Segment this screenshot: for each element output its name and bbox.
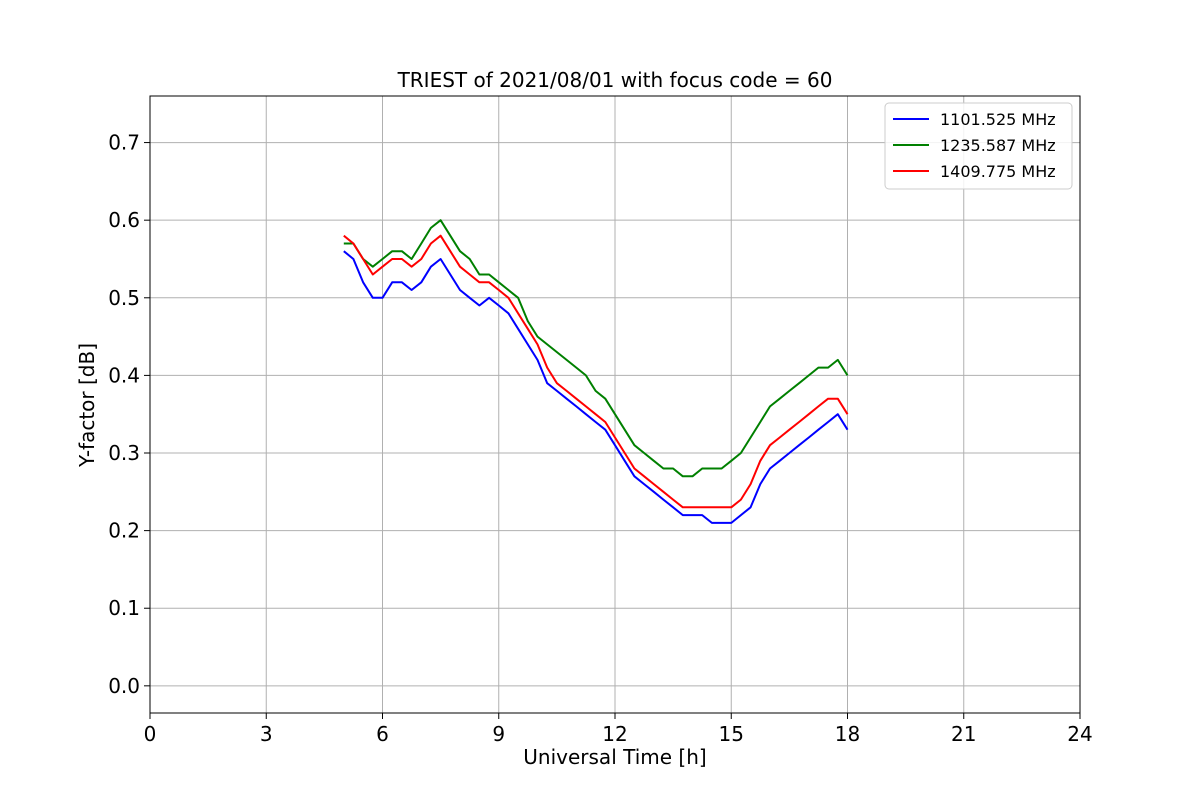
- x-tick-label: 18: [835, 722, 860, 746]
- y-tick-label: 0.4: [108, 363, 140, 387]
- legend-label-2: 1235.587 MHz: [940, 136, 1056, 155]
- x-tick-label: 9: [492, 722, 505, 746]
- y-tick-label: 0.0: [108, 674, 140, 698]
- chart-title: TRIEST of 2021/08/01 with focus code = 6…: [397, 68, 833, 92]
- x-tick-label: 21: [951, 722, 976, 746]
- y-tick-label: 0.6: [108, 208, 140, 232]
- series-line-2: [343, 219, 849, 478]
- legend-label-3: 1409.775 MHz: [940, 162, 1056, 181]
- y-axis-label: Y-factor [dB]: [75, 343, 99, 468]
- x-tick-label: 6: [376, 722, 389, 746]
- y-tick-label: 0.3: [108, 441, 140, 465]
- y-tick-label: 0.2: [108, 519, 140, 543]
- y-tick-label: 0.5: [108, 286, 140, 310]
- series-layer: [343, 219, 849, 524]
- x-tick-label: 3: [260, 722, 273, 746]
- legend-box: [884, 102, 1073, 190]
- x-axis-label: Universal Time [h]: [523, 745, 706, 769]
- series-line-1: [343, 250, 849, 524]
- x-tick-label: 15: [719, 722, 744, 746]
- y-tick-label: 0.1: [108, 596, 140, 620]
- ticks: 0 3 6 9 12 15 18 21 24 0.0 0.1 0.2 0.3 0.4 0.5 0.6 0.7: [108, 131, 1093, 746]
- x-tick-label: 12: [602, 722, 627, 746]
- series-line-3: [343, 234, 849, 509]
- x-tick-label: 0: [144, 722, 157, 746]
- legend-label-1: 1101.525 MHz: [940, 110, 1056, 129]
- legend: 1101.525 MHz 1235.587 MHz 1409.775 MHz: [884, 102, 1073, 190]
- y-tick-label: 0.7: [108, 131, 140, 155]
- x-tick-label: 24: [1067, 722, 1092, 746]
